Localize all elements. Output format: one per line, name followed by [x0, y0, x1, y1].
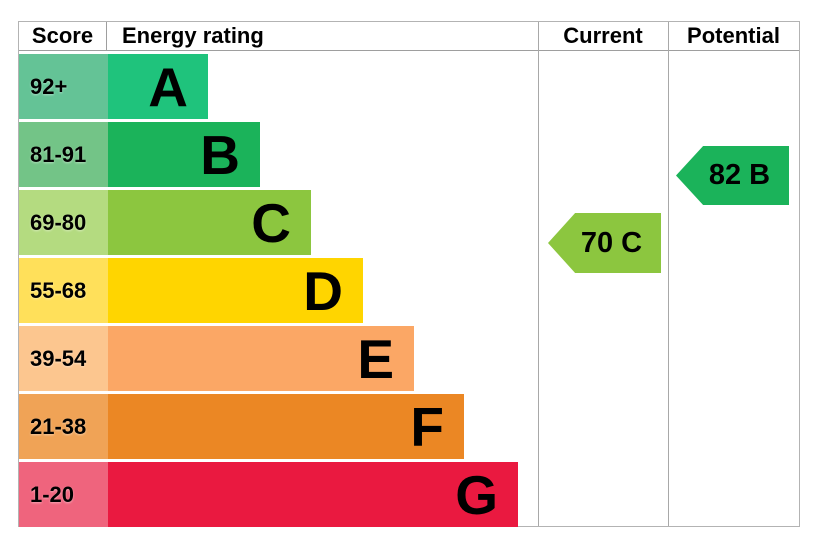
band-row-b: 81-91 B	[19, 122, 538, 187]
band-row-a: 92+ A	[19, 54, 538, 119]
score-range-g: 1-20	[19, 462, 108, 527]
rating-bar-g: G	[108, 462, 518, 527]
rating-bar-f: F	[108, 394, 464, 459]
score-range-c: 69-80	[19, 190, 108, 255]
band-row-d: 55-68 D	[19, 258, 538, 323]
current-rating-value: 70 C	[580, 226, 643, 259]
band-row-f: 21-38 F	[19, 394, 538, 459]
score-range-e: 39-54	[19, 326, 108, 391]
band-row-g: 1-20 G	[19, 462, 538, 527]
band-row-c: 69-80 C	[19, 190, 538, 255]
score-range-a: 92+	[19, 54, 108, 119]
rating-bar-c: C	[108, 190, 311, 255]
rating-bar-a: A	[108, 54, 208, 119]
score-range-d: 55-68	[19, 258, 108, 323]
current-column-divider	[538, 22, 539, 526]
current-rating-arrow: 70 C	[548, 213, 661, 273]
rating-bar-b: B	[108, 122, 260, 187]
energy-rating-column-header: Energy rating	[122, 23, 264, 48]
potential-column-divider	[668, 22, 669, 526]
score-range-f: 21-38	[19, 394, 108, 459]
current-column-header: Current	[563, 23, 643, 48]
potential-column-header: Potential	[687, 23, 780, 48]
chart-header-row: Score Energy rating Current Potential	[19, 22, 799, 51]
potential-rating-arrow: 82 B	[676, 146, 789, 205]
rating-bar-d: D	[108, 258, 363, 323]
score-range-b: 81-91	[19, 122, 108, 187]
rating-bands: 92+ A 81-91 B 69-80 C 55-68 D 39-54 E 21…	[19, 54, 538, 530]
rating-bar-e: E	[108, 326, 414, 391]
energy-rating-chart: Score Energy rating Current Potential 92…	[18, 21, 800, 527]
score-column-header: Score	[19, 22, 107, 50]
band-row-e: 39-54 E	[19, 326, 538, 391]
potential-rating-value: 82 B	[708, 159, 771, 191]
